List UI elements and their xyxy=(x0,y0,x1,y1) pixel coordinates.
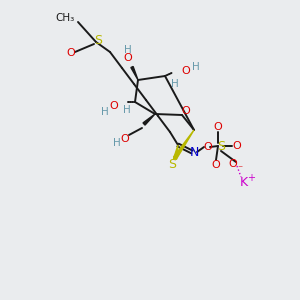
Polygon shape xyxy=(174,130,194,159)
Text: O: O xyxy=(229,159,237,169)
Text: ⁻: ⁻ xyxy=(237,164,243,174)
Text: S: S xyxy=(168,158,176,170)
Text: O: O xyxy=(204,142,212,152)
Polygon shape xyxy=(131,67,138,80)
Text: H: H xyxy=(113,138,121,148)
Polygon shape xyxy=(143,114,155,125)
Text: O: O xyxy=(182,106,190,116)
Text: O: O xyxy=(182,66,190,76)
Text: O: O xyxy=(67,48,75,58)
Text: H: H xyxy=(101,107,109,117)
Text: +: + xyxy=(247,173,255,183)
Text: H: H xyxy=(124,45,132,55)
Text: O: O xyxy=(124,53,132,63)
Text: O: O xyxy=(212,160,220,170)
Text: H: H xyxy=(171,79,179,89)
Text: S: S xyxy=(94,34,102,47)
Text: N: N xyxy=(189,146,199,158)
Text: O: O xyxy=(121,134,129,144)
Text: H: H xyxy=(192,62,200,72)
Text: CH₃: CH₃ xyxy=(56,13,75,23)
Text: S: S xyxy=(217,140,225,152)
Text: H: H xyxy=(123,105,131,115)
Polygon shape xyxy=(173,145,178,159)
Text: K: K xyxy=(240,176,248,188)
Text: O: O xyxy=(110,101,118,111)
Text: O: O xyxy=(214,122,222,132)
Text: O: O xyxy=(232,141,242,151)
